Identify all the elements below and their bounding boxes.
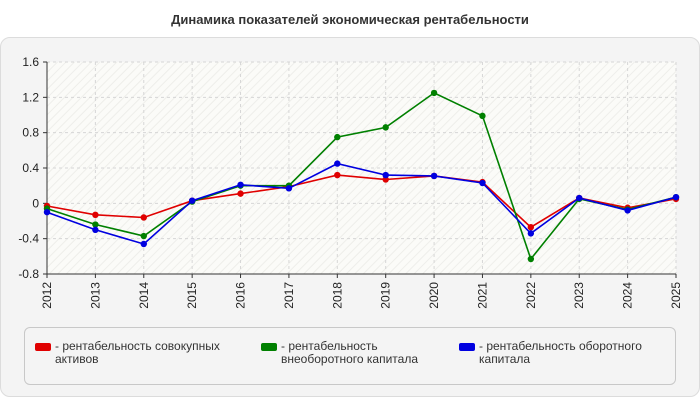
axes	[43, 61, 677, 278]
data-point	[576, 194, 583, 202]
data-point	[92, 211, 99, 219]
series-layer	[43, 89, 680, 263]
y-tick-label: 1.2	[22, 90, 39, 104]
data-point	[334, 171, 341, 179]
legend-label-current-capital: - рентабельность оборотного капитала	[479, 339, 642, 366]
x-tick-label: 2024	[621, 282, 635, 309]
x-tick-label: 2013	[88, 282, 102, 309]
x-tick-label: 2020	[427, 282, 441, 309]
x-tick-label: 2019	[379, 282, 393, 309]
data-point	[527, 255, 535, 263]
legend-label-noncurrent-capital: - рентабельность внеоборотного капитала	[281, 339, 418, 366]
data-point	[624, 207, 631, 214]
series-line	[46, 162, 677, 245]
data-point	[527, 230, 535, 237]
legend-swatch-noncurrent-capital	[261, 343, 277, 351]
legend-item-current-capital: - рентабельность оборотного капитала	[459, 340, 669, 366]
legend-swatch-total-assets	[35, 343, 51, 351]
data-point	[479, 112, 486, 120]
x-tick-label: 2012	[40, 282, 54, 309]
data-point	[140, 214, 147, 221]
data-point	[382, 171, 389, 179]
x-tick-label: 2018	[330, 282, 344, 309]
data-point	[527, 223, 535, 231]
y-tick-label: -0.8	[18, 267, 39, 281]
series-2	[43, 160, 680, 248]
data-point	[334, 160, 341, 167]
x-tick-label: 2023	[572, 282, 586, 309]
x-tick-label: 2021	[475, 282, 489, 309]
legend: - рентабельность совокупных активов - ре…	[24, 327, 676, 385]
series-line	[46, 174, 677, 229]
series-line	[46, 91, 677, 261]
x-tick-label: 2017	[282, 282, 296, 309]
data-point	[237, 181, 244, 188]
x-tick-label: 2015	[185, 282, 199, 309]
data-point	[479, 179, 486, 187]
data-point	[672, 193, 680, 201]
data-point	[140, 240, 147, 248]
legend-item-noncurrent-capital: - рентабельность внеоборотного капитала	[261, 340, 451, 366]
y-tick-label: 1.6	[22, 55, 39, 69]
data-point	[92, 226, 99, 234]
data-point	[285, 185, 293, 192]
data-point	[188, 197, 196, 204]
y-tick-label: 0.4	[22, 161, 39, 175]
data-point	[382, 124, 389, 131]
x-tick-label: 2025	[669, 282, 683, 309]
legend-label-total-assets: - рентабельность совокупных активов	[55, 339, 220, 366]
chart-title: Динамика показателей экономическая рента…	[171, 12, 529, 27]
x-tick-label: 2014	[137, 282, 151, 309]
data-point	[43, 208, 51, 216]
legend-item-total-assets: - рентабельность совокупных активов	[35, 340, 250, 366]
data-point	[92, 221, 99, 228]
tick-labels: -0.8 -0.4 0 0.4 0.8 1.2 1.6 2012 2013 2014 2015 201…	[18, 55, 683, 309]
data-point	[430, 172, 438, 180]
y-tick-label: -0.4	[18, 232, 39, 246]
data-point	[430, 89, 438, 97]
y-tick-label: 0	[32, 196, 39, 210]
x-tick-label: 2016	[234, 282, 248, 309]
y-tick-label: 0.8	[22, 126, 39, 140]
data-point	[140, 232, 147, 240]
legend-swatch-current-capital	[459, 343, 475, 351]
x-tick-label: 2022	[524, 282, 538, 309]
data-point	[237, 190, 244, 197]
data-point	[382, 176, 389, 183]
data-point	[334, 133, 341, 141]
